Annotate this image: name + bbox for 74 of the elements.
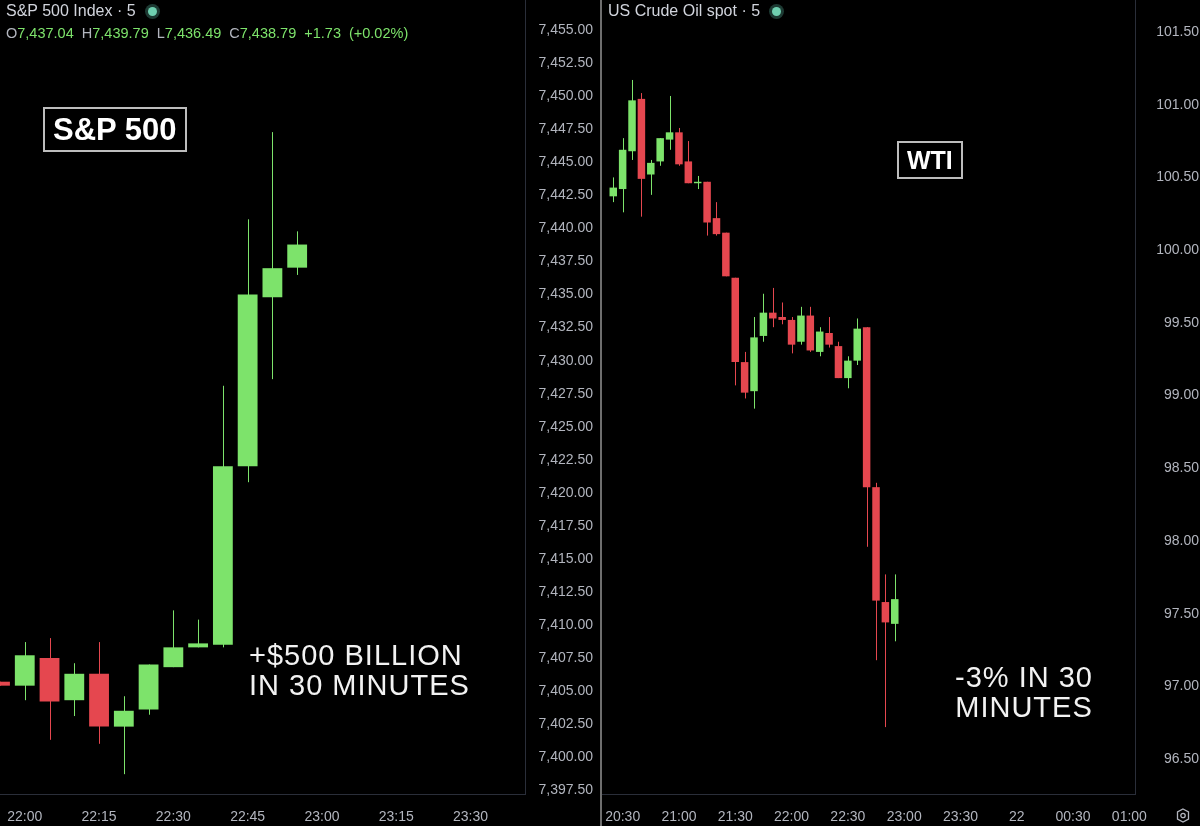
x-tick-label: 22:30 [155, 808, 192, 825]
y-tick-label: 99.00 [1163, 386, 1200, 403]
y-tick-label: 7,437.50 [538, 252, 594, 269]
y-tick-label: 101.00 [1156, 95, 1200, 112]
candlestick [844, 355, 852, 389]
x-tick-label: 23:30 [453, 808, 489, 825]
y-tick-label: 97.00 [1163, 677, 1200, 694]
y-tick-label: 7,435.00 [538, 285, 594, 302]
candlestick [647, 159, 655, 196]
annotation: -3% IN 30 MINUTES [954, 661, 1094, 723]
y-tick-label: 101.50 [1156, 22, 1200, 39]
x-tick-label: 23:30 [942, 808, 979, 825]
y-tick-label: 7,430.00 [538, 351, 594, 368]
y-tick-label: 7,412.50 [538, 582, 594, 599]
candlestick [759, 293, 768, 343]
x-tick-label: 23:15 [378, 808, 414, 825]
y-tick-label: 100.00 [1156, 240, 1200, 257]
candlestick [163, 609, 184, 668]
y-tick-label: 7,455.00 [538, 21, 594, 38]
y-tick-label: 7,452.50 [538, 54, 594, 71]
x-tick-label: 21:30 [717, 808, 753, 825]
x-tick-label: 01:00 [1111, 808, 1148, 825]
y-tick-label: 100.50 [1156, 168, 1200, 185]
y-tick-label: 7,427.50 [538, 384, 594, 401]
y-tick-label: 7,440.00 [538, 219, 594, 236]
chart-title: US Crude Oil spot · 5 [608, 1, 761, 21]
x-tick-label: 22:30 [830, 808, 866, 825]
candlestick [684, 140, 693, 184]
y-tick-label: 7,397.50 [538, 780, 594, 797]
y-tick-label: 98.00 [1163, 531, 1200, 548]
candlestick [656, 137, 664, 167]
candlestick [712, 201, 721, 237]
y-tick-label: 99.50 [1163, 313, 1200, 330]
candlestick [665, 95, 674, 151]
text: O7,437.04 H7,439.79 L7,436.49 C7,438.79 +1.73 (+0.02%) [6, 25, 409, 42]
y-tick-label: 7,420.00 [538, 483, 594, 500]
y-tick-label: 7,447.50 [538, 120, 594, 137]
x-tick-label: 00:30 [1055, 808, 1091, 825]
candlestick [188, 619, 209, 648]
candlestick [113, 695, 134, 775]
y-tick-label: 7,402.50 [538, 714, 594, 731]
y-tick-label: 7,400.00 [538, 747, 594, 764]
x-tick-label: 21:00 [661, 808, 697, 825]
y-tick-label: 7,415.00 [538, 549, 594, 566]
y-tick-label: 97.50 [1163, 604, 1200, 621]
x-tick-label: 22:15 [81, 808, 117, 825]
annotation: S&P 500 [43, 107, 187, 153]
y-tick-label: 96.50 [1163, 749, 1200, 766]
candlestick [262, 131, 283, 380]
annotation: +$500 BILLION IN 30 MINUTES [249, 639, 471, 701]
candlestick [881, 573, 890, 728]
y-tick-label: 7,442.50 [538, 186, 594, 203]
x-tick-label: 22:00 [7, 808, 43, 825]
candlestick [287, 230, 308, 276]
y-tick-label: 7,432.50 [538, 318, 594, 335]
x-tick-label: 22 [1008, 808, 1025, 825]
candlestick [825, 316, 833, 349]
y-tick-label: 7,410.00 [538, 615, 594, 632]
y-tick-label: 7,422.50 [538, 450, 594, 467]
x-tick-label: 23:00 [304, 808, 340, 825]
candlestick [815, 326, 824, 357]
y-tick-label: 7,450.00 [538, 87, 594, 104]
annotation: WTI [897, 141, 963, 179]
x-tick-label: 23:00 [886, 808, 922, 825]
y-tick-label: 7,425.00 [538, 417, 594, 434]
y-tick-label: 7,407.50 [538, 648, 594, 665]
y-tick-label: 7,445.00 [538, 153, 594, 170]
y-tick-label: 7,405.00 [538, 681, 594, 698]
y-tick-label: 7,417.50 [538, 516, 594, 533]
chart-title: S&P 500 Index · 5 [6, 1, 136, 21]
y-tick-label: 98.50 [1163, 459, 1200, 476]
x-tick-label: 20:30 [605, 808, 641, 825]
x-tick-label: 22:45 [230, 808, 266, 825]
x-tick-label: 22:00 [774, 808, 810, 825]
